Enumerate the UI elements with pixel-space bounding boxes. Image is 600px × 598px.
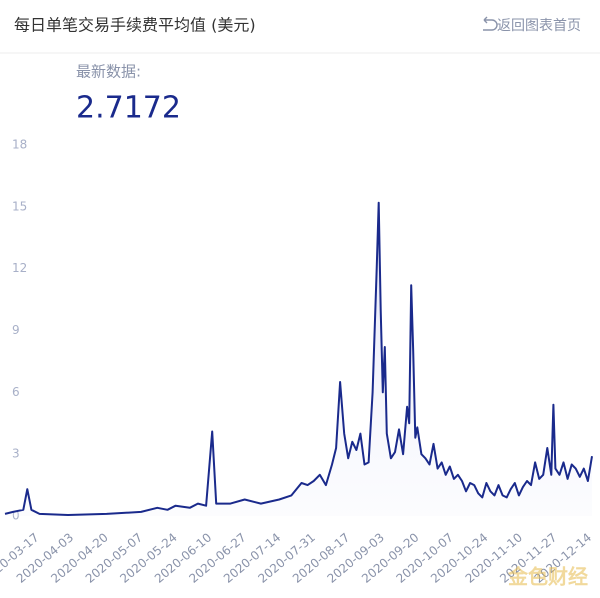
y-tick-label: 12 xyxy=(12,261,27,275)
latest-label: 最新数据: xyxy=(76,63,141,81)
area-fill xyxy=(5,202,592,516)
page-title: 每日单笔交易手续费平均值 (美元) xyxy=(14,16,256,35)
y-tick-label: 3 xyxy=(12,447,20,461)
back-icon xyxy=(483,16,498,31)
back-link[interactable]: 返回图表首页 xyxy=(483,16,581,34)
watermark: 金色财经 xyxy=(507,565,588,589)
y-tick-label: 18 xyxy=(12,138,27,152)
back-text[interactable]: 返回图表首页 xyxy=(497,18,581,34)
y-tick-label: 15 xyxy=(12,199,27,213)
y-tick-label: 9 xyxy=(12,323,20,337)
line xyxy=(4,201,593,516)
y-tick-label: 6 xyxy=(12,385,20,399)
latest-value: 2.7172 xyxy=(76,91,181,126)
plot: 03691215182020-03-172020-04-032020-04-20… xyxy=(0,138,594,586)
